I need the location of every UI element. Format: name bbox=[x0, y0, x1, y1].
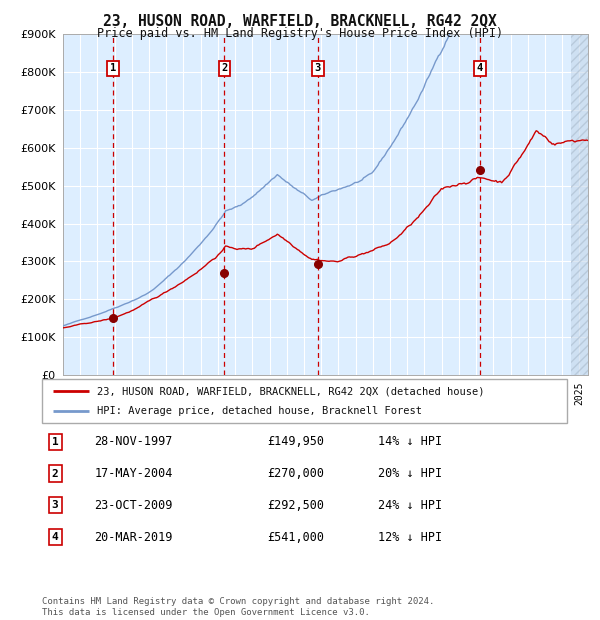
Text: £149,950: £149,950 bbox=[268, 435, 325, 448]
Text: 23, HUSON ROAD, WARFIELD, BRACKNELL, RG42 2QX (detached house): 23, HUSON ROAD, WARFIELD, BRACKNELL, RG4… bbox=[97, 386, 485, 396]
Text: HPI: Average price, detached house, Bracknell Forest: HPI: Average price, detached house, Brac… bbox=[97, 406, 422, 416]
Text: 2: 2 bbox=[221, 63, 227, 73]
Text: Contains HM Land Registry data © Crown copyright and database right 2024.
This d: Contains HM Land Registry data © Crown c… bbox=[42, 598, 434, 617]
Text: 3: 3 bbox=[315, 63, 321, 73]
Text: 17-MAY-2004: 17-MAY-2004 bbox=[95, 467, 173, 480]
Bar bbox=[571, 34, 588, 375]
FancyBboxPatch shape bbox=[42, 379, 567, 423]
Text: 24% ↓ HPI: 24% ↓ HPI bbox=[378, 499, 442, 512]
Text: £541,000: £541,000 bbox=[268, 531, 325, 544]
Text: 3: 3 bbox=[52, 500, 59, 510]
Text: 1: 1 bbox=[52, 437, 59, 447]
Text: Price paid vs. HM Land Registry's House Price Index (HPI): Price paid vs. HM Land Registry's House … bbox=[97, 27, 503, 40]
Text: 12% ↓ HPI: 12% ↓ HPI bbox=[378, 531, 442, 544]
Text: 4: 4 bbox=[477, 63, 483, 73]
Text: 28-NOV-1997: 28-NOV-1997 bbox=[95, 435, 173, 448]
Text: 23, HUSON ROAD, WARFIELD, BRACKNELL, RG42 2QX: 23, HUSON ROAD, WARFIELD, BRACKNELL, RG4… bbox=[103, 14, 497, 29]
Text: 1: 1 bbox=[110, 63, 116, 73]
Text: 20-MAR-2019: 20-MAR-2019 bbox=[95, 531, 173, 544]
Text: 2: 2 bbox=[52, 469, 59, 479]
Text: 4: 4 bbox=[52, 532, 59, 542]
Text: £270,000: £270,000 bbox=[268, 467, 325, 480]
Text: 23-OCT-2009: 23-OCT-2009 bbox=[95, 499, 173, 512]
Text: 14% ↓ HPI: 14% ↓ HPI bbox=[378, 435, 442, 448]
Text: 20% ↓ HPI: 20% ↓ HPI bbox=[378, 467, 442, 480]
Text: £292,500: £292,500 bbox=[268, 499, 325, 512]
